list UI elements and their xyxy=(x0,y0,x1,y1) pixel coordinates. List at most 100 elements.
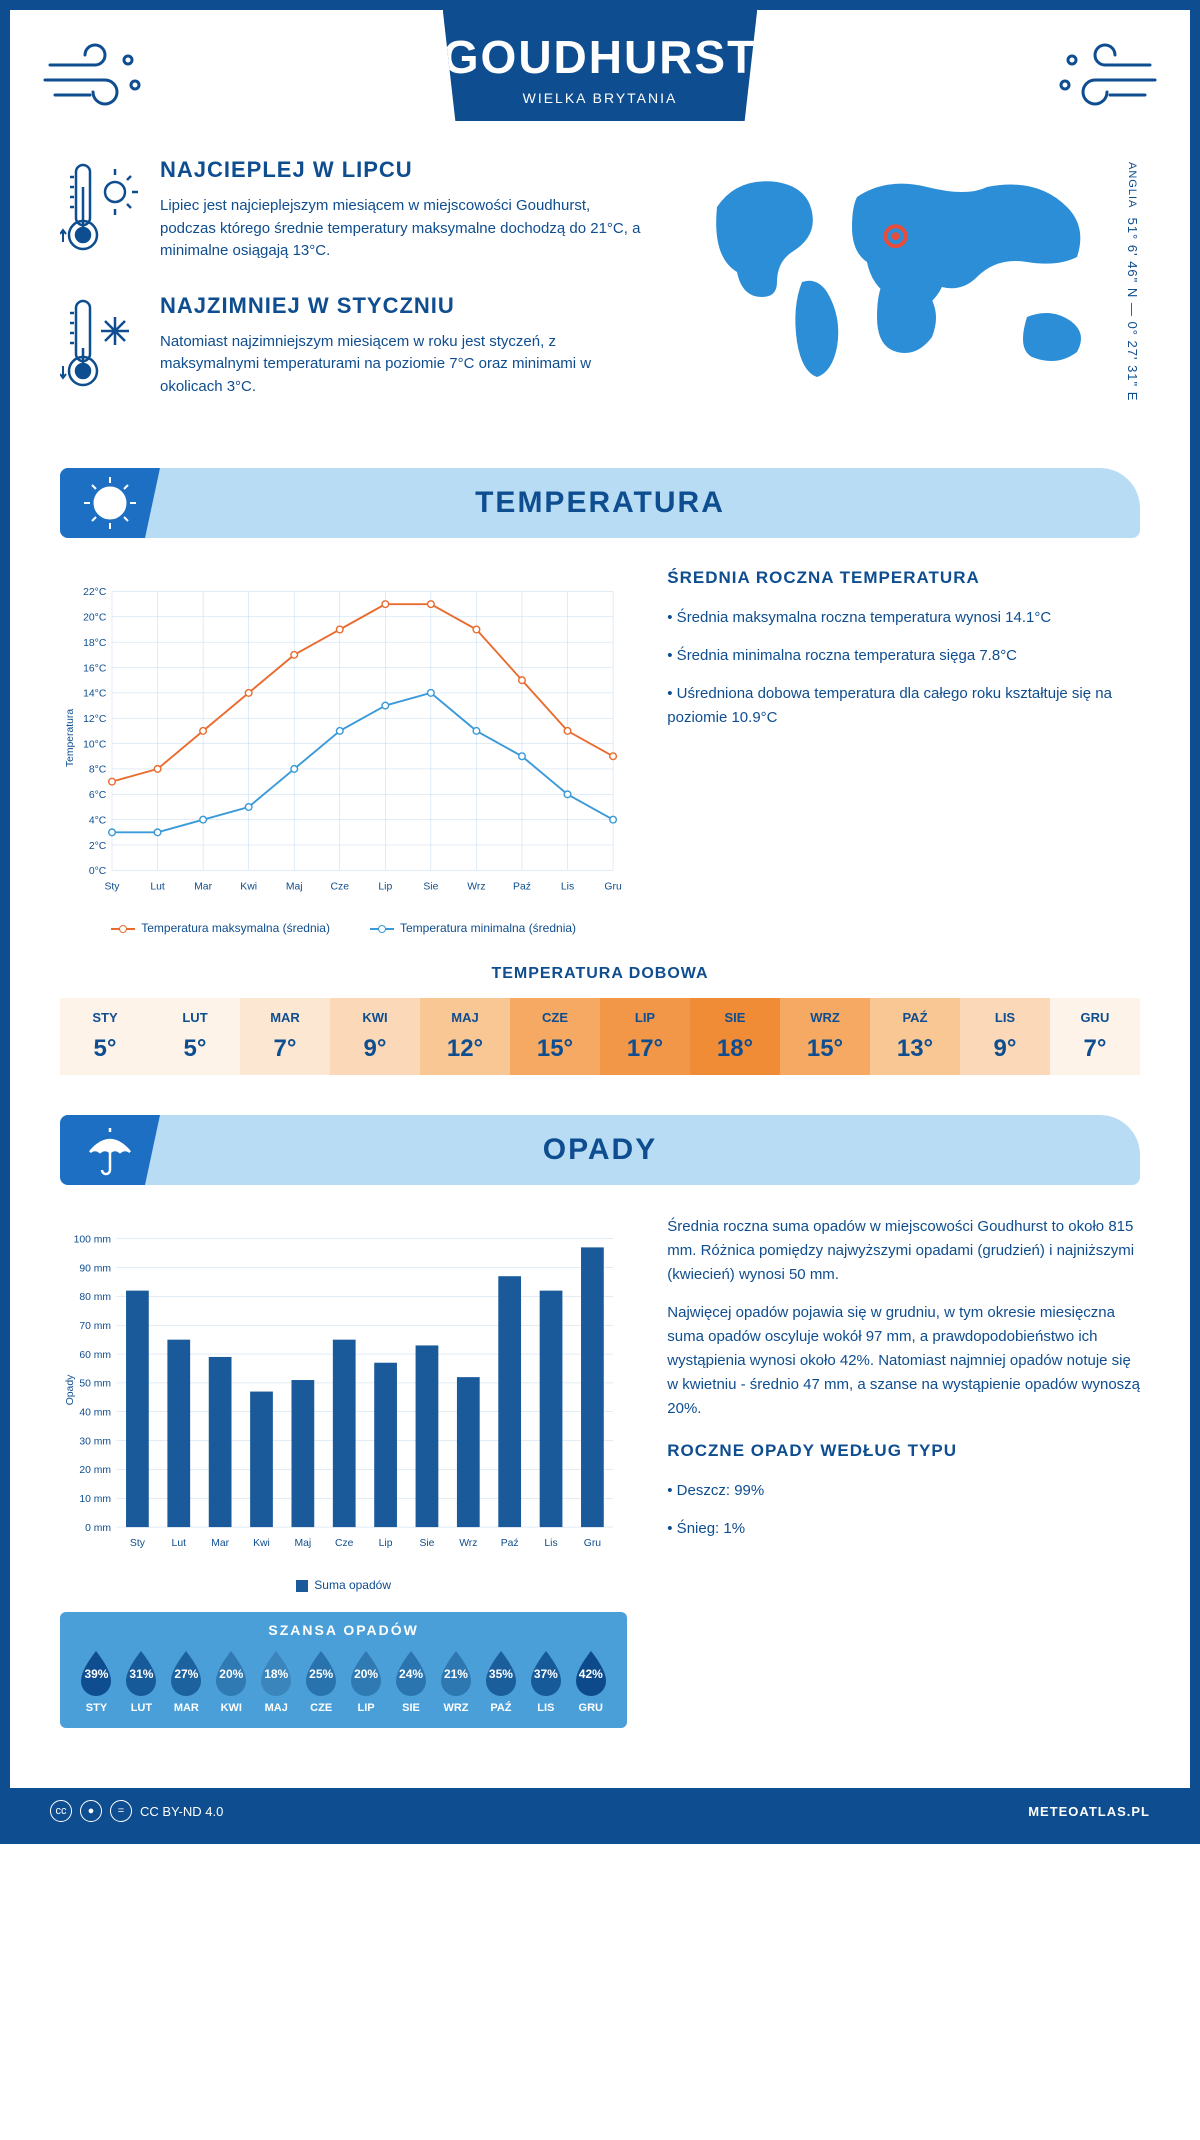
svg-text:20°C: 20°C xyxy=(83,613,107,624)
precipitation-title: OPADY xyxy=(60,1133,1140,1167)
precipitation-chart-column: 0 mm10 mm20 mm30 mm40 mm50 mm60 mm70 mm8… xyxy=(60,1215,627,1728)
infographic-container: GOUDHURST WIELKA BRYTANIA NAJCIEPLEJ W L… xyxy=(0,0,1200,1844)
title-banner: GOUDHURST WIELKA BRYTANIA xyxy=(443,10,757,121)
by-icon: ● xyxy=(80,1800,102,1822)
daily-temp-cell: KWI9° xyxy=(330,998,420,1075)
intro-row: NAJCIEPLEJ W LIPCU Lipiec jest najcieple… xyxy=(60,157,1140,428)
svg-text:Maj: Maj xyxy=(286,881,303,892)
coordinates: ANGLIA 51° 6' 46" N — 0° 27' 31" E xyxy=(1117,157,1140,401)
rain-chance-drop: 21%WRZ xyxy=(434,1648,479,1714)
svg-text:Maj: Maj xyxy=(295,1538,312,1549)
rain-chance-drop: 24%SIE xyxy=(389,1648,434,1714)
rain-chance-drop: 37%LIS xyxy=(523,1648,568,1714)
daily-temp-row: STY5°LUT5°MAR7°KWI9°MAJ12°CZE15°LIP17°SI… xyxy=(60,998,1140,1075)
temperature-body: 0°C2°C4°C6°C8°C10°C12°C14°C16°C18°C20°C2… xyxy=(60,568,1140,935)
svg-text:14°C: 14°C xyxy=(83,689,107,700)
daily-temp-cell: STY5° xyxy=(60,998,150,1075)
svg-text:Opady: Opady xyxy=(65,1374,76,1405)
rain-chance-drop: 31%LUT xyxy=(119,1648,164,1714)
site-name: METEOATLAS.PL xyxy=(1028,1804,1150,1819)
thermometer-sun-icon xyxy=(60,157,140,263)
svg-text:20 mm: 20 mm xyxy=(79,1465,111,1476)
svg-text:Wrz: Wrz xyxy=(467,881,485,892)
svg-text:2°C: 2°C xyxy=(89,841,107,852)
cc-icon: cc xyxy=(50,1800,72,1822)
coldest-text: Natomiast najzimniejszym miesiącem w rok… xyxy=(160,331,647,399)
precipitation-section-header: OPADY xyxy=(60,1115,1140,1185)
svg-text:4°C: 4°C xyxy=(89,815,107,826)
chance-title: SZANSA OPADÓW xyxy=(74,1622,613,1638)
precipitation-bar-chart: 0 mm10 mm20 mm30 mm40 mm50 mm60 mm70 mm8… xyxy=(60,1215,627,1565)
warmest-fact: NAJCIEPLEJ W LIPCU Lipiec jest najcieple… xyxy=(60,157,647,263)
rain-chance-drop: 27%MAR xyxy=(164,1648,209,1714)
precip-text-1: Średnia roczna suma opadów w miejscowośc… xyxy=(667,1215,1140,1287)
temperature-legend: Temperatura maksymalna (średnia) Tempera… xyxy=(60,921,627,935)
svg-text:22°C: 22°C xyxy=(83,587,107,598)
daily-temp-cell: LIS9° xyxy=(960,998,1050,1075)
precip-type-bullet: • Deszcz: 99% xyxy=(667,1479,1140,1503)
svg-text:Temperatura: Temperatura xyxy=(65,709,76,767)
svg-text:30 mm: 30 mm xyxy=(79,1436,111,1447)
daily-temp-cell: MAJ12° xyxy=(420,998,510,1075)
temperature-line-chart: 0°C2°C4°C6°C8°C10°C12°C14°C16°C18°C20°C2… xyxy=(60,568,627,908)
header-row: GOUDHURST WIELKA BRYTANIA xyxy=(10,10,1190,127)
svg-text:Gru: Gru xyxy=(604,881,622,892)
svg-text:90 mm: 90 mm xyxy=(79,1263,111,1274)
annual-precip-type-title: ROCZNE OPADY WEDŁUG TYPU xyxy=(667,1441,1140,1461)
svg-text:Lip: Lip xyxy=(378,881,392,892)
rain-chance-drop: 35%PAŹ xyxy=(478,1648,523,1714)
svg-text:Lip: Lip xyxy=(379,1538,393,1549)
location-country: WIELKA BRYTANIA xyxy=(443,90,757,106)
rain-chance-box: SZANSA OPADÓW 39%STY31%LUT27%MAR20%KWI18… xyxy=(60,1612,627,1728)
svg-text:Wrz: Wrz xyxy=(459,1538,477,1549)
daily-temp-cell: MAR7° xyxy=(240,998,330,1075)
daily-temp-cell: WRZ15° xyxy=(780,998,870,1075)
location-title: GOUDHURST xyxy=(443,30,757,84)
warmest-text: Lipiec jest najcieplejszym miesiącem w m… xyxy=(160,195,647,263)
daily-temp-title: TEMPERATURA DOBOWA xyxy=(60,965,1140,983)
svg-text:Kwi: Kwi xyxy=(240,881,257,892)
svg-text:10°C: 10°C xyxy=(83,739,107,750)
daily-temp-cell: SIE18° xyxy=(690,998,780,1075)
footer: cc ● = CC BY-ND 4.0 METEOATLAS.PL xyxy=(10,1788,1190,1834)
svg-text:8°C: 8°C xyxy=(89,765,107,776)
svg-text:Lis: Lis xyxy=(544,1538,557,1549)
svg-text:Sie: Sie xyxy=(423,881,438,892)
annual-temp-bullet: • Średnia minimalna roczna temperatura s… xyxy=(667,644,1140,668)
svg-text:Cze: Cze xyxy=(335,1538,354,1549)
temperature-section-header: TEMPERATURA xyxy=(60,468,1140,538)
svg-text:6°C: 6°C xyxy=(89,790,107,801)
coldest-title: NAJZIMNIEJ W STYCZNIU xyxy=(160,293,647,319)
daily-temp-cell: PAŹ13° xyxy=(870,998,960,1075)
facts-column: NAJCIEPLEJ W LIPCU Lipiec jest najcieple… xyxy=(60,157,647,428)
precipitation-legend: Suma opadów xyxy=(60,1578,627,1592)
temperature-chart-column: 0°C2°C4°C6°C8°C10°C12°C14°C16°C18°C20°C2… xyxy=(60,568,627,935)
daily-temp-cell: GRU7° xyxy=(1050,998,1140,1075)
svg-text:Paź: Paź xyxy=(501,1538,519,1549)
daily-temp-cell: LIP17° xyxy=(600,998,690,1075)
svg-text:Cze: Cze xyxy=(331,881,350,892)
daily-temp-cell: LUT5° xyxy=(150,998,240,1075)
svg-text:40 mm: 40 mm xyxy=(79,1408,111,1419)
svg-text:0°C: 0°C xyxy=(89,866,107,877)
annual-temp-title: ŚREDNIA ROCZNA TEMPERATURA xyxy=(667,568,1140,588)
svg-text:Lis: Lis xyxy=(561,881,574,892)
svg-text:10 mm: 10 mm xyxy=(79,1494,111,1505)
svg-text:Sie: Sie xyxy=(419,1538,434,1549)
svg-text:12°C: 12°C xyxy=(83,714,107,725)
temperature-title: TEMPERATURA xyxy=(60,486,1140,520)
thermometer-snow-icon xyxy=(60,293,140,399)
daily-temp-cell: CZE15° xyxy=(510,998,600,1075)
rain-chance-drop: 20%LIP xyxy=(344,1648,389,1714)
umbrella-icon xyxy=(60,1115,160,1185)
svg-text:Lut: Lut xyxy=(172,1538,187,1549)
svg-text:Sty: Sty xyxy=(104,881,120,892)
svg-text:Lut: Lut xyxy=(150,881,165,892)
svg-text:Paź: Paź xyxy=(513,881,531,892)
svg-text:50 mm: 50 mm xyxy=(79,1379,111,1390)
rain-chance-drop: 42%GRU xyxy=(568,1648,613,1714)
svg-text:Gru: Gru xyxy=(584,1538,602,1549)
precip-text-2: Najwięcej opadów pojawia się w grudniu, … xyxy=(667,1301,1140,1421)
svg-text:0 mm: 0 mm xyxy=(85,1523,111,1534)
rain-chance-drop: 39%STY xyxy=(74,1648,119,1714)
